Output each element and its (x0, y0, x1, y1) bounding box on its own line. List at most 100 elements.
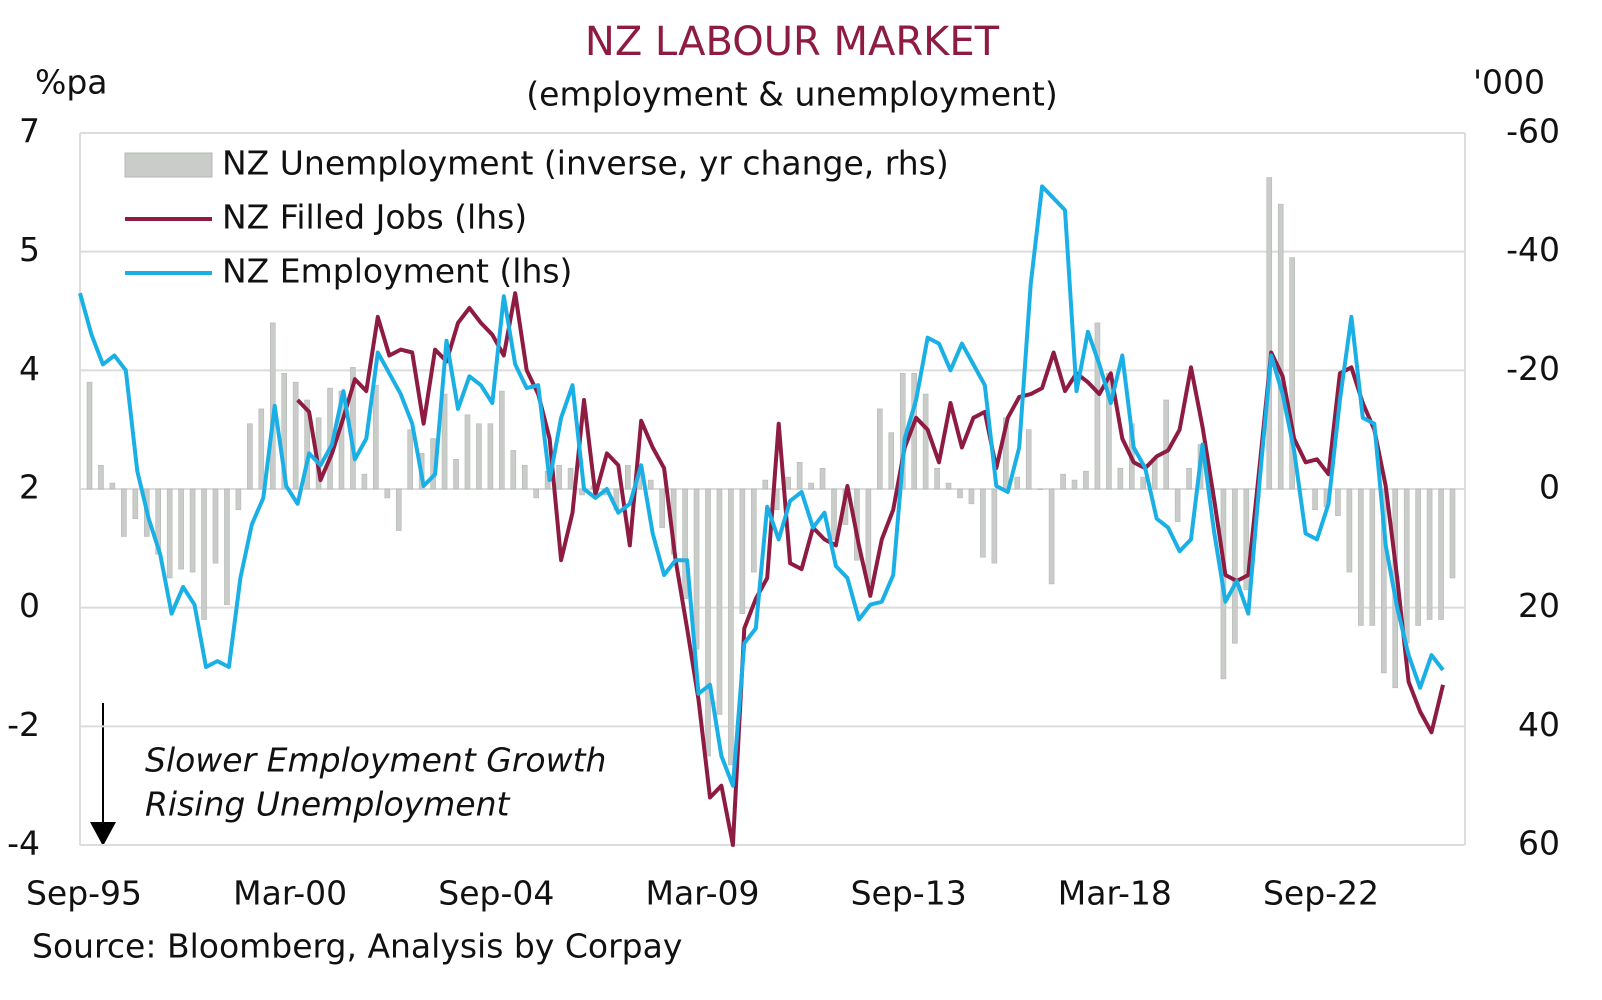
bar (980, 488, 986, 558)
bar (957, 488, 963, 499)
y2-tick-label: 0 (1539, 468, 1560, 507)
bar (716, 488, 723, 715)
bar (1358, 488, 1364, 626)
bar (1335, 488, 1341, 517)
bar (1438, 488, 1444, 620)
bar (945, 482, 952, 490)
bar (98, 464, 104, 490)
y-tick-label: 7 (19, 112, 40, 151)
chart-subtitle: (employment & unemployment) (526, 75, 1057, 114)
bar (762, 479, 769, 490)
bar (1289, 257, 1295, 490)
bar (1346, 488, 1353, 573)
bar (1232, 488, 1238, 644)
bar (1071, 479, 1078, 490)
bar (1117, 467, 1124, 490)
bar (682, 488, 688, 600)
y-tick-label: 4 (19, 349, 40, 388)
bar (1266, 177, 1273, 490)
bar (1312, 488, 1318, 511)
y-tick-label: -4 (7, 824, 40, 863)
bar (258, 408, 265, 490)
bar (1186, 467, 1192, 490)
bar (819, 467, 826, 490)
bar (1037, 488, 1043, 490)
annotation-arrowhead (90, 822, 116, 846)
x-tick-label: Sep-13 (851, 874, 967, 913)
y2-tick-label: 60 (1518, 824, 1560, 863)
y-tick-label: -2 (7, 705, 40, 744)
bar (464, 414, 471, 490)
annotation: Slower Employment Growth (145, 741, 606, 780)
legend-label: NZ Employment (lhs) (222, 252, 572, 291)
bar (922, 393, 929, 490)
legend-label: NZ Unemployment (inverse, yr change, rhs… (222, 144, 949, 183)
annotation: Rising Unemployment (145, 785, 511, 824)
bar (1300, 488, 1307, 490)
bar (1426, 488, 1433, 620)
bar (1369, 488, 1376, 626)
bar (796, 461, 803, 490)
bar (224, 488, 230, 605)
y2-tick-label: 40 (1518, 705, 1560, 744)
bar (407, 429, 414, 490)
bar (991, 488, 998, 564)
y2-tick-label: -40 (1506, 230, 1560, 269)
bar (453, 459, 459, 490)
bar (751, 488, 757, 573)
y-tick-label: 0 (19, 586, 40, 625)
bar (1140, 476, 1147, 490)
bar (132, 488, 139, 519)
bar (1449, 488, 1456, 579)
bar (86, 381, 93, 490)
legend-label: NZ Filled Jobs (lhs) (222, 198, 527, 237)
line (78, 184, 1445, 788)
chart-title: NZ LABOUR MARKET (585, 19, 1000, 65)
bar (728, 488, 734, 766)
bar (281, 372, 288, 490)
bar (235, 488, 242, 511)
bar (934, 467, 940, 490)
y2-axis-label: '000 (1473, 63, 1545, 102)
bar (1243, 488, 1250, 591)
bar (189, 488, 196, 573)
bar (625, 464, 631, 490)
source: Source: Bloomberg, Analysis by Corpay (32, 927, 682, 966)
bar (212, 488, 219, 564)
bar (510, 450, 517, 490)
bar (178, 488, 184, 570)
bar (1025, 429, 1032, 490)
bar (1094, 322, 1101, 490)
y-tick-label: 5 (19, 230, 40, 269)
y2-tick-label: -20 (1506, 349, 1560, 388)
bar (556, 464, 562, 490)
line (296, 291, 1445, 847)
x-tick-label: Sep-04 (438, 874, 554, 913)
bar (1083, 470, 1089, 490)
bar (1277, 203, 1284, 490)
bar (201, 488, 207, 620)
bar (1174, 488, 1181, 522)
x-tick-label: Mar-18 (1058, 874, 1172, 913)
bar (1415, 488, 1421, 626)
x-tick-label: Sep-95 (26, 874, 142, 913)
bar (166, 488, 173, 579)
bar (968, 488, 975, 505)
bar (888, 432, 895, 490)
bar (831, 488, 837, 540)
y2-tick-label: -60 (1506, 112, 1560, 151)
bar (521, 464, 528, 490)
bar (292, 381, 299, 490)
bar (1163, 399, 1169, 490)
bar (1151, 459, 1158, 490)
y-axis-label: %pa (35, 63, 108, 102)
bar (1403, 488, 1410, 644)
bar (705, 488, 711, 757)
bar (533, 488, 539, 499)
bar (476, 423, 482, 490)
x-tick-label: Sep-22 (1263, 874, 1379, 913)
bar (487, 423, 494, 490)
bar (1380, 488, 1387, 674)
